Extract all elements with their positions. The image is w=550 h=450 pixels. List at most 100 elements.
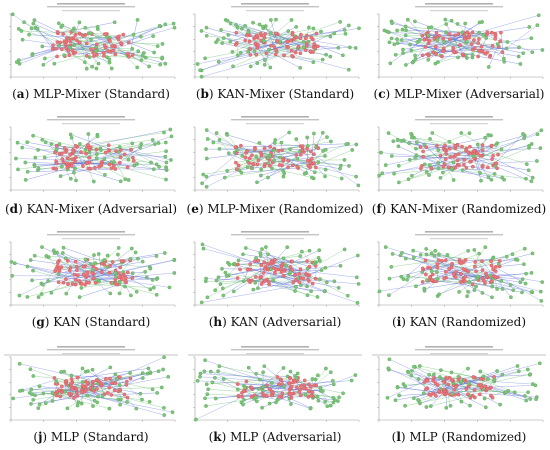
latent-space-plot-e — [193, 116, 361, 192]
plot-axes — [377, 126, 544, 192]
panel-label: KAN (Adversarial) — [230, 315, 342, 329]
panel-letter: b — [200, 87, 209, 101]
latent-points — [385, 357, 542, 410]
panel-label: MLP (Adversarial) — [230, 430, 342, 444]
panel-label: KAN-Mixer (Adversarial) — [26, 202, 178, 216]
movement-lines — [384, 15, 543, 68]
plot-title-lines — [231, 116, 319, 125]
panel-letter: l — [396, 430, 401, 444]
latent-space-plot-g — [9, 231, 177, 307]
panel-d: (d) KAN-Mixer (Adversarial) — [2, 115, 180, 218]
panel-letter: j — [38, 430, 43, 444]
latent-points — [377, 128, 544, 185]
latent-space-plot-i — [377, 231, 545, 307]
panel-label: MLP-Mixer (Randomized) — [207, 202, 364, 216]
plot-axes — [193, 13, 360, 79]
plot-title-lines — [47, 3, 135, 12]
panel-letter: a — [16, 87, 25, 101]
plot-title-lines — [415, 346, 503, 355]
panel-caption-a: (a) MLP-Mixer (Standard) — [12, 87, 170, 101]
latent-points — [200, 128, 361, 189]
panel-i: (i) KAN (Randomized) — [370, 230, 548, 331]
panel-e: (e) MLP-Mixer (Randomized) — [186, 115, 364, 218]
panel-caption-f: (f) KAN-Mixer (Randomized) — [371, 202, 547, 216]
latent-points — [10, 12, 177, 71]
latent-points — [195, 17, 361, 79]
latent-points — [382, 13, 545, 69]
panel-letter: i — [396, 315, 402, 329]
plot-title-lines — [47, 116, 135, 125]
plot-axes — [9, 13, 176, 79]
panel-letter: k — [213, 430, 222, 444]
panel-c: (c) MLP-Mixer (Adversarial) — [370, 2, 548, 103]
panel-g: (g) KAN (Standard) — [2, 230, 180, 331]
panel-j: (j) MLP (Standard) — [2, 345, 180, 446]
latent-space-plot-l — [372, 346, 546, 422]
latent-space-plot-h — [193, 231, 361, 307]
panel-letter: f — [376, 202, 382, 216]
panel-k: (k) MLP (Adversarial) — [186, 345, 364, 446]
plot-axes — [4, 354, 178, 422]
panel-caption-i: (i) KAN (Randomized) — [392, 315, 526, 329]
latent-points — [199, 242, 361, 305]
latent-space-plot-f — [377, 116, 544, 192]
panel-label: KAN-Mixer (Randomized) — [390, 202, 547, 216]
latent-points — [194, 358, 358, 422]
movement-lines — [15, 129, 172, 182]
panel-h: (h) KAN (Adversarial) — [186, 230, 364, 331]
panel-b: (b) KAN-Mixer (Standard) — [186, 2, 364, 103]
plot-title-lines — [415, 231, 503, 240]
plot-title-lines — [231, 3, 319, 12]
latent-points — [377, 245, 545, 303]
latent-space-plot-k — [188, 346, 362, 422]
plot-axes — [9, 126, 176, 192]
latent-space-plot-c — [377, 3, 545, 79]
panel-caption-k: (k) MLP (Adversarial) — [208, 430, 342, 444]
latent-space-plot-j — [4, 346, 178, 422]
plot-title-lines — [47, 231, 135, 240]
plot-title-lines — [231, 346, 319, 355]
panel-a: (a) MLP-Mixer (Standard) — [2, 2, 180, 103]
panel-letter: g — [36, 315, 45, 329]
plot-axes — [372, 354, 546, 422]
panel-letter: d — [9, 202, 19, 216]
plot-axes — [188, 354, 362, 422]
movement-lines — [379, 130, 542, 183]
panel-caption-b: (b) KAN-Mixer (Standard) — [195, 87, 355, 101]
panel-caption-h: (h) KAN (Adversarial) — [208, 315, 342, 329]
panel-caption-j: (j) MLP (Standard) — [33, 430, 149, 444]
latent-space-plot-b — [193, 3, 361, 79]
panel-label: KAN (Randomized) — [409, 315, 526, 329]
latent-space-plot-a — [9, 3, 177, 79]
panel-letter: h — [213, 315, 223, 329]
plot-title-lines — [415, 3, 503, 12]
movement-lines — [12, 14, 175, 69]
plot-axes — [377, 13, 544, 79]
panel-letter: e — [191, 202, 199, 216]
panel-caption-c: (c) MLP-Mixer (Adversarial) — [373, 87, 545, 101]
latent-space-plot-d — [9, 116, 176, 192]
plot-title-lines — [415, 116, 503, 125]
plot-axes — [193, 241, 360, 307]
panel-caption-d: (d) KAN-Mixer (Adversarial) — [4, 202, 178, 216]
panel-letter: c — [378, 87, 386, 101]
panel-label: MLP (Standard) — [50, 430, 149, 444]
plot-title-lines — [231, 231, 319, 240]
plot-axes — [193, 126, 360, 192]
panel-l: (l) MLP (Randomized) — [370, 345, 548, 446]
panel-label: KAN (Standard) — [53, 315, 151, 329]
plot-title-lines — [47, 346, 135, 355]
panel-label: MLP-Mixer (Standard) — [33, 87, 170, 101]
movement-lines — [195, 360, 356, 420]
panel-label: KAN-Mixer (Standard) — [217, 87, 355, 101]
panel-caption-l: (l) MLP (Randomized) — [391, 430, 527, 444]
latent-points — [14, 127, 174, 184]
latent-points — [9, 245, 177, 299]
panel-label: MLP-Mixer (Adversarial) — [394, 87, 545, 101]
panel-label: MLP (Randomized) — [409, 430, 527, 444]
panel-caption-g: (g) KAN (Standard) — [31, 315, 151, 329]
panel-f: (f) KAN-Mixer (Randomized) — [370, 115, 548, 218]
panel-caption-e: (e) MLP-Mixer (Randomized) — [186, 202, 364, 216]
plot-axes — [9, 241, 176, 307]
